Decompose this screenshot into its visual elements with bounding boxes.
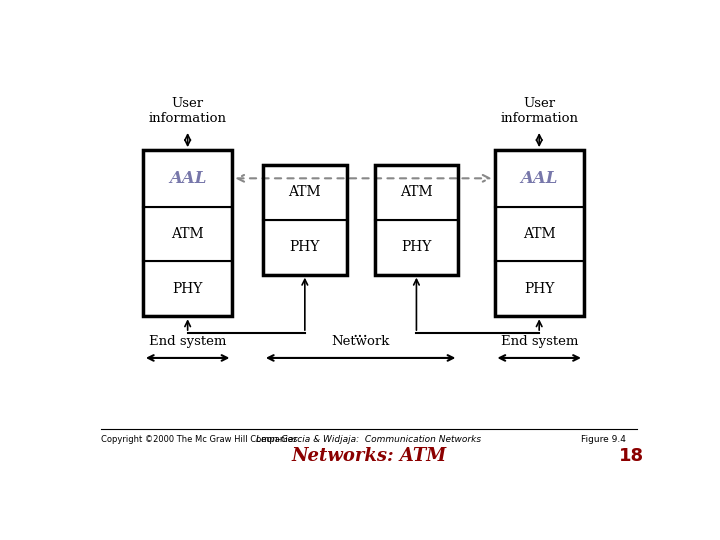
Text: PHY: PHY <box>289 240 320 254</box>
Bar <box>263 220 347 275</box>
Text: Figure 9.4: Figure 9.4 <box>581 435 626 443</box>
Bar <box>374 220 458 275</box>
Text: ...: ... <box>353 325 369 341</box>
Text: PHY: PHY <box>401 240 431 254</box>
Text: User
information: User information <box>500 97 578 125</box>
Bar <box>374 165 458 275</box>
Text: End system: End system <box>500 335 578 348</box>
Bar <box>143 150 233 207</box>
Bar <box>143 261 233 316</box>
Bar <box>143 150 233 316</box>
Bar <box>495 150 584 207</box>
Bar <box>143 207 233 261</box>
Text: Networks: ATM: Networks: ATM <box>292 447 446 464</box>
Text: ATM: ATM <box>523 227 556 241</box>
Text: PHY: PHY <box>173 282 203 296</box>
Text: Leon-Garcia & Widjaja:  Communication Networks: Leon-Garcia & Widjaja: Communication Net… <box>256 435 482 443</box>
Text: ATM: ATM <box>400 185 433 199</box>
Text: Copyright ©2000 The Mc Graw Hill Companies: Copyright ©2000 The Mc Graw Hill Compani… <box>101 435 297 443</box>
Text: ATM: ATM <box>171 227 204 241</box>
Text: User
information: User information <box>148 97 227 125</box>
Text: AAL: AAL <box>521 170 558 187</box>
Bar <box>495 261 584 316</box>
Bar <box>495 150 584 316</box>
Bar <box>263 165 347 220</box>
Text: 18: 18 <box>618 447 644 464</box>
Text: ATM: ATM <box>289 185 321 199</box>
Text: End system: End system <box>149 335 226 348</box>
Text: PHY: PHY <box>524 282 554 296</box>
Bar <box>374 165 458 220</box>
Text: Network: Network <box>331 335 390 348</box>
Text: AAL: AAL <box>169 170 207 187</box>
Bar <box>495 207 584 261</box>
Bar <box>263 165 347 275</box>
